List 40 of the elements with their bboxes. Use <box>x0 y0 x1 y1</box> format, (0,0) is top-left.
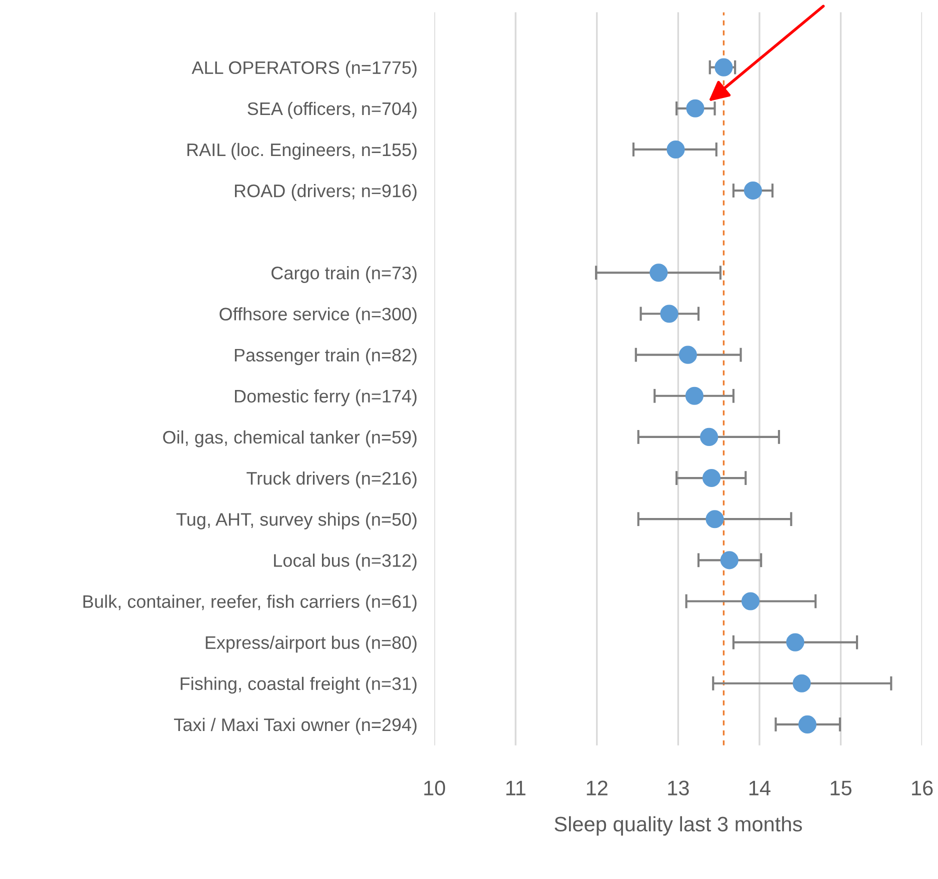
point <box>714 58 733 76</box>
y-tick-label: Truck drivers (n=216) <box>246 471 417 488</box>
point <box>720 551 738 570</box>
y-tick-label: Fishing, coastal freight (n=31) <box>180 676 417 694</box>
point <box>700 428 718 446</box>
point <box>702 469 721 488</box>
point <box>786 633 804 652</box>
x-tick-label: 16 <box>912 780 933 796</box>
x-tick-label: 14 <box>749 780 770 796</box>
point <box>798 715 816 734</box>
y-tick-label: Taxi / Maxi Taxi owner (n=294) <box>174 718 417 735</box>
x-axis-title: Sleep quality last 3 months <box>554 816 802 836</box>
point <box>706 510 724 528</box>
point <box>666 140 685 159</box>
y-tick-label: Local bus (n=312) <box>274 554 417 570</box>
y-tick-label: Domestic ferry (n=174) <box>234 389 417 406</box>
point <box>744 182 762 200</box>
point <box>660 304 678 323</box>
x-tick-label: 10 <box>424 780 446 796</box>
x-tick-label: 12 <box>586 780 608 796</box>
point <box>792 674 811 692</box>
point <box>650 264 668 282</box>
x-tick-label: 13 <box>668 780 689 796</box>
y-tick-label: Tug, AHT, survey ships (n=50) <box>176 512 417 530</box>
y-tick-label: ALL OPERATORS (n=1775) <box>192 60 417 78</box>
y-tick-label: Passenger train (n=82) <box>234 348 417 366</box>
point <box>685 386 704 405</box>
y-tick-label: Oil, gas, chemical tanker (n=59) <box>163 430 417 448</box>
y-tick-label: Express/airport bus (n=80) <box>206 636 417 653</box>
x-tick-label: 11 <box>506 780 526 796</box>
point <box>678 346 697 364</box>
y-tick-label: RAIL (loc. Engineers, n=155) <box>187 142 417 160</box>
point <box>741 592 760 610</box>
point <box>686 99 704 118</box>
y-tick-label: Offhsore service (n=300) <box>220 307 417 324</box>
y-tick-label: Bulk, container, reefer, fish carriers (n=61) <box>83 594 417 612</box>
y-tick-label: ROAD (drivers; n=916) <box>234 184 417 201</box>
y-tick-label: Cargo train (n=73) <box>272 266 417 283</box>
x-tick-label: 15 <box>830 780 852 796</box>
y-tick-label: SEA (officers, n=704) <box>248 102 417 119</box>
